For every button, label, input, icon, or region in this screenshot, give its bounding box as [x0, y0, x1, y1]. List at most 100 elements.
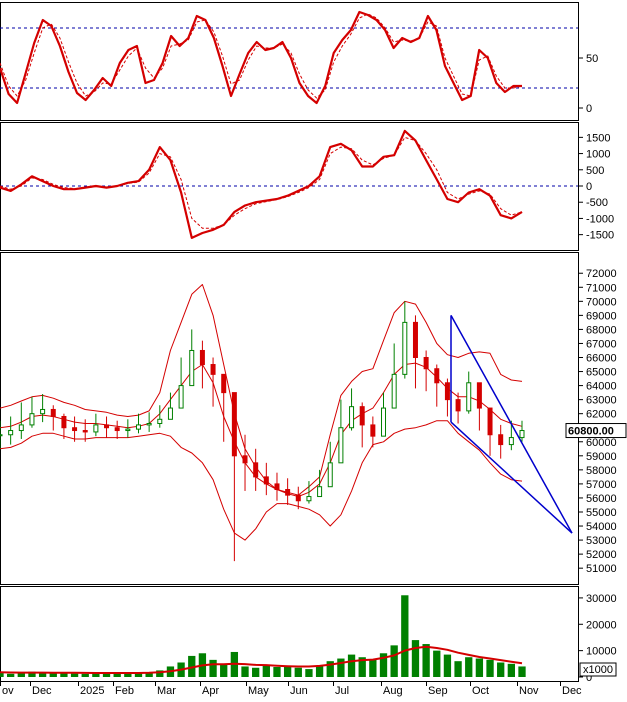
candle-body [82, 430, 88, 433]
candle-body [487, 407, 493, 436]
x-tick-label: Oct [472, 685, 489, 697]
volume-bar [379, 653, 388, 677]
volume-bar [497, 662, 505, 677]
candle-body [285, 489, 291, 496]
y-tick-label: 54000 [586, 521, 617, 533]
x-tick-label: Dec [32, 685, 52, 697]
volume-bar [369, 659, 377, 677]
x-tick-label: Sep [428, 685, 448, 697]
x-tick-label: Mar [157, 685, 176, 697]
candle-body [338, 427, 344, 464]
volume-bar [465, 657, 473, 677]
candle-body [157, 418, 163, 425]
volume-bar [273, 666, 281, 677]
volume-bar [92, 673, 100, 677]
volume-bar [38, 673, 47, 677]
stochastic-panel: 0 50 [0, 10, 598, 115]
volume-bar [262, 665, 270, 677]
candle-body [349, 406, 355, 429]
y-tick-label: 68000 [586, 324, 617, 336]
candle-body [381, 407, 387, 437]
candle-body [146, 423, 152, 426]
y-tick-label: 66000 [586, 353, 617, 365]
x-axis: ov Dec 2025 Feb Mar Apr May Jun Jul Aug Sep Oct Nov D… [0, 681, 582, 697]
volume-bar [443, 654, 452, 677]
y-tick-label: 57000 [586, 479, 617, 491]
volume-bar [507, 663, 516, 677]
candle-body [242, 455, 248, 464]
volume-bar [81, 673, 89, 677]
volume-bar [518, 666, 526, 677]
volume-bar [220, 663, 228, 677]
y-tick-label: 72000 [586, 268, 617, 280]
volume-bar [145, 672, 153, 677]
volume-bar [134, 673, 143, 677]
candle-body [135, 424, 141, 430]
y-tick-label: 50 [586, 53, 598, 65]
candle-body [508, 437, 514, 446]
candle-body [40, 408, 46, 415]
y-tick-label: 53000 [586, 535, 617, 547]
candle-body [93, 424, 99, 433]
candle-body [274, 483, 280, 491]
candle-body [370, 424, 376, 437]
y-tick-label: 0 [586, 181, 592, 193]
y-tick-label: 64000 [586, 381, 617, 393]
candle-body [295, 494, 301, 502]
candle-body [210, 364, 216, 375]
y-tick-label: 52000 [586, 549, 617, 561]
candle-body [306, 496, 312, 502]
volume-unit-box [579, 662, 617, 677]
stochastic-signal-line [0, 13, 523, 99]
candle-body [167, 407, 173, 420]
volume-bar [102, 673, 111, 677]
volume-bar [486, 659, 494, 677]
candle-body [466, 382, 472, 412]
x-tick-label: Feb [115, 685, 134, 697]
y-tick-label: 58000 [586, 465, 617, 477]
bollinger-upper [0, 284, 523, 496]
candle-body [317, 486, 323, 498]
volume-bar [337, 658, 345, 677]
y-tick-label: 56000 [586, 493, 617, 505]
y-tick-label: 59000 [586, 451, 617, 463]
y-tick-label: 71000 [586, 282, 617, 294]
y-tick-label: 10000 [586, 646, 617, 658]
x-tick-label: Aug [383, 685, 403, 697]
candle-body [263, 476, 269, 485]
x-tick-label: ov [2, 685, 14, 697]
candle-body [412, 321, 418, 359]
volume-bar [0, 673, 4, 677]
volume-bar [113, 673, 121, 677]
bollinger-lower [0, 420, 523, 541]
volume-bar [70, 673, 79, 677]
trend-line-lower [450, 421, 573, 534]
volume-bar [124, 673, 132, 677]
y-tick-label: 55000 [586, 507, 617, 519]
candle-body [423, 357, 429, 370]
volume-bar [283, 665, 292, 677]
candle-body [18, 424, 24, 432]
candle-body [0, 434, 3, 437]
y-tick-label: 0 [586, 103, 592, 115]
candle-body [253, 462, 259, 478]
y-tick-label: 63000 [586, 395, 617, 407]
candle-body [189, 349, 195, 387]
x-tick-label: Nov [519, 685, 539, 697]
candle-body [327, 462, 333, 488]
y-tick-label: 67000 [586, 338, 617, 350]
stochastic-frame [0, 2, 579, 121]
candle-body [434, 368, 440, 384]
x-tick-label: 2025 [80, 685, 104, 697]
y-tick-label: 30000 [586, 593, 617, 605]
volume-bar [188, 655, 196, 677]
x-tick-label: Apr [202, 685, 219, 697]
candle-body [444, 382, 450, 401]
candle-body [402, 321, 408, 375]
volume-bar [60, 672, 68, 677]
candle-body [104, 424, 110, 429]
candle-body [455, 399, 461, 412]
y-tick-label: 62000 [586, 409, 617, 421]
